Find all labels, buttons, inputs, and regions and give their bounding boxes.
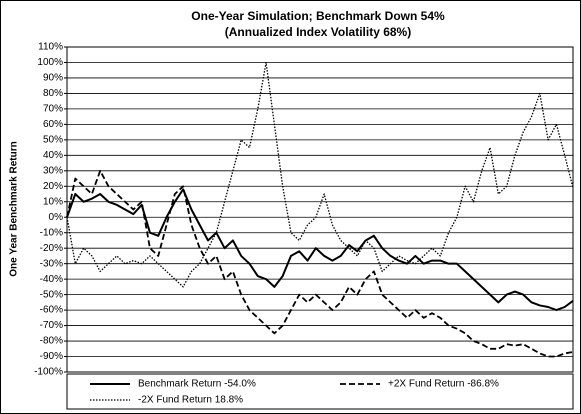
series-line xyxy=(66,169,574,358)
y-tick-label: 110% xyxy=(38,42,63,53)
y-tick-label: -90% xyxy=(40,351,63,362)
y-tick-label: 60% xyxy=(43,119,63,130)
y-tick-label: 0% xyxy=(49,212,64,223)
chart-subtitle: (Annualized Index Volatility 68%) xyxy=(225,25,411,39)
legend-box xyxy=(66,373,574,410)
legend-label: +2X Fund Return -86.8% xyxy=(388,379,499,390)
y-tick-label: -10% xyxy=(40,227,63,238)
y-axis-label: One Year Benchmark Return xyxy=(9,141,20,276)
series-line xyxy=(66,188,574,312)
y-tick-label: 80% xyxy=(43,88,63,99)
y-tick-label: -30% xyxy=(40,258,63,269)
y-tick-label: -20% xyxy=(40,243,63,254)
y-tick-label: 100% xyxy=(37,57,63,68)
chart-title: One-Year Simulation; Benchmark Down 54% xyxy=(191,9,445,23)
y-tick-label: -50% xyxy=(40,289,63,300)
y-tick-label: -60% xyxy=(40,305,63,316)
y-tick-label: 90% xyxy=(43,73,63,84)
legend-label: Benchmark Return -54.0% xyxy=(138,379,256,390)
y-tick-label: -80% xyxy=(40,336,63,347)
y-tick-label: 70% xyxy=(43,104,63,115)
y-tick-label: 30% xyxy=(43,165,63,176)
y-tick-label: 20% xyxy=(43,181,63,192)
legend-label: -2X Fund Return 18.8% xyxy=(138,395,243,406)
y-tick-label: 50% xyxy=(43,134,63,145)
y-tick-label: -40% xyxy=(40,274,63,285)
y-tick-label: -100% xyxy=(34,367,63,378)
y-tick-label: 10% xyxy=(43,196,63,207)
series-line xyxy=(66,61,574,288)
y-tick-label: -70% xyxy=(40,320,63,331)
y-tick-label: 40% xyxy=(43,150,63,161)
